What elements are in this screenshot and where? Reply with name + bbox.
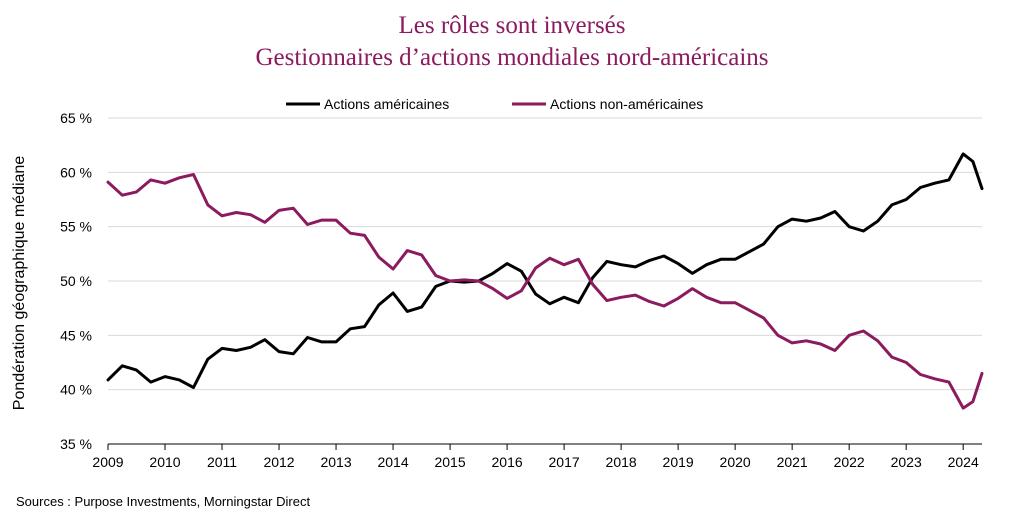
x-tick-label: 2017 [549,454,580,470]
x-tick-label: 2014 [377,454,408,470]
x-axis: 2009 2010 2011 2012 2013 2014 2015 2016 2017 2018… [92,443,982,470]
y-tick-label: 50 % [60,273,92,289]
x-tick-label: 2015 [434,454,465,470]
y-axis-label: Pondération géographique médiane [11,156,28,411]
x-tick-label: 2009 [92,454,123,470]
series-line-non-us [106,173,984,410]
y-tick-label: 55 % [60,219,92,235]
x-tick-label: 2022 [834,454,865,470]
y-tick-label: 65 % [60,110,92,126]
source-note: Sources : Purpose Investments, Morningst… [16,494,311,509]
y-tick-label: 40 % [60,382,92,398]
x-tick-label: 2012 [263,454,294,470]
gridlines [108,117,982,391]
x-tick-label: 2024 [948,454,979,470]
y-tick-label: 45 % [60,327,92,343]
x-tick-label: 2020 [720,454,751,470]
series-line-us [106,152,984,389]
x-tick-label: 2011 [207,454,237,470]
x-tick-label: 2013 [320,454,351,470]
x-tick-label: 2019 [663,454,694,470]
x-tick-label: 2010 [149,454,180,470]
chart-subtitle: Gestionnaires d’actions mondiales nord-a… [255,44,769,71]
x-tick-label: 2018 [606,454,637,470]
series-lines [106,152,984,410]
x-tick-label: 2016 [492,454,523,470]
legend-label: Actions non-américaines [550,96,703,112]
legend-label: Actions américaines [324,96,449,112]
x-tick-label: 2021 [777,454,808,470]
y-tick-label: 60 % [60,164,92,180]
y-tick-label: 35 % [60,436,92,452]
x-tick-label: 2023 [891,454,922,470]
chart-title: Les rôles sont inversés [398,12,626,39]
legend: Actions américaines Actions non-américain… [286,96,703,112]
y-axis-ticks: 35 % 40 % 45 % 50 % 55 % 60 % 65 % [60,110,92,452]
